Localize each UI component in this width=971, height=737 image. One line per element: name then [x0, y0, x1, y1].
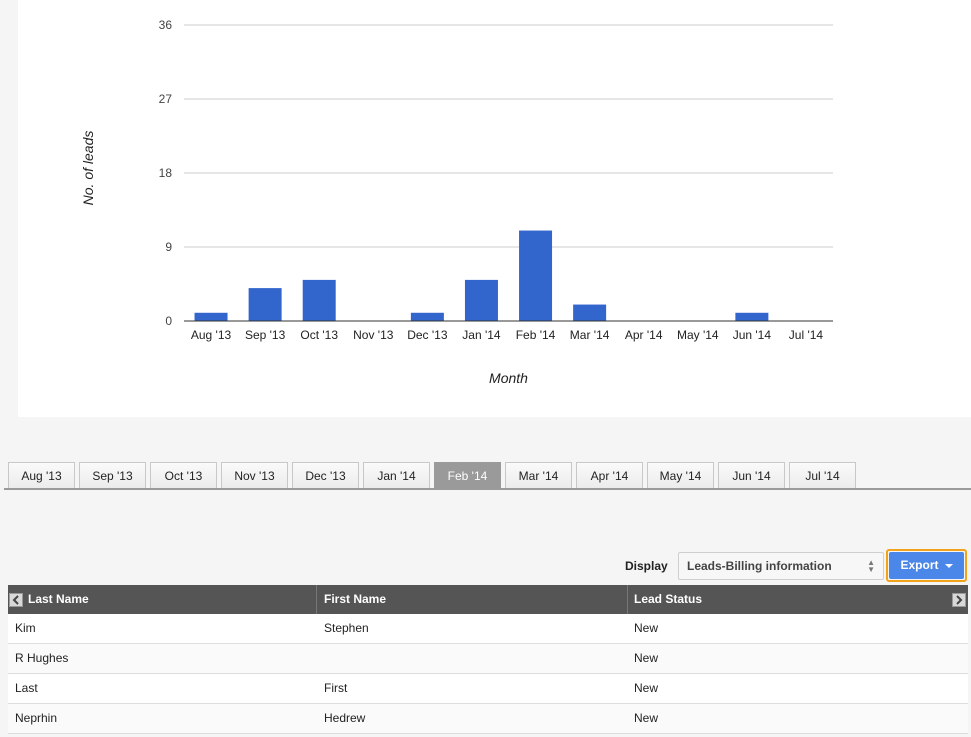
cell-lead-status: New — [634, 651, 659, 665]
leads-table: Last Name First Name Lead Status Kim Step… — [8, 585, 968, 734]
table-row[interactable]: R Hughes New — [8, 644, 968, 674]
display-label: Display — [625, 559, 668, 573]
export-button-focus-ring: Export — [886, 549, 967, 582]
bar[interactable] — [248, 288, 282, 321]
export-button-label: Export — [900, 558, 939, 572]
x-tick-label: Mar '14 — [570, 328, 610, 342]
leads-bar-chart: 0 9 18 27 36 Aug '13 Sep '13 Oct '13 Nov '13 Dec … — [80, 18, 833, 386]
tab-jun-14[interactable]: Jun '14 — [718, 462, 785, 488]
tab-dec-13[interactable]: Dec '13 — [292, 462, 359, 488]
x-tick-label: Jul '14 — [789, 328, 824, 342]
chart-panel: 0 9 18 27 36 Aug '13 Sep '13 Oct '13 Nov '13 Dec … — [18, 0, 971, 417]
x-tick-label: Sep '13 — [245, 328, 286, 342]
display-select[interactable]: Leads-Billing information ▲ ▼ — [678, 552, 884, 580]
cell-first-name: First — [324, 681, 348, 695]
y-tick-label: 9 — [165, 240, 172, 254]
column-header-lead-status[interactable]: Lead Status — [634, 592, 703, 606]
x-tick-label: Nov '13 — [353, 328, 394, 342]
cell-lead-status: New — [634, 681, 659, 695]
x-tick-label: Feb '14 — [516, 328, 556, 342]
y-tick-label: 0 — [165, 314, 172, 328]
tab-sep-13[interactable]: Sep '13 — [79, 462, 146, 488]
x-tick-label: Jun '14 — [733, 328, 772, 342]
bar[interactable] — [302, 279, 336, 321]
y-tick-label: 36 — [159, 18, 173, 32]
x-tick-label: Jan '14 — [462, 328, 501, 342]
table-header: Last Name First Name Lead Status — [8, 585, 968, 614]
tab-nov-13[interactable]: Nov '13 — [221, 462, 288, 488]
cell-first-name: Hedrew — [324, 711, 366, 725]
chevron-left-icon[interactable] — [9, 593, 23, 607]
cell-last-name: R Hughes — [15, 651, 69, 665]
cell-lead-status: New — [634, 711, 659, 725]
export-button[interactable]: Export — [889, 552, 964, 579]
tab-jan-14[interactable]: Jan '14 — [363, 462, 430, 488]
y-axis-title: No. of leads — [80, 131, 96, 206]
column-header-last-name[interactable]: Last Name — [22, 585, 317, 614]
tabs-divider — [4, 488, 971, 490]
cell-last-name: Kim — [15, 621, 36, 635]
cell-first-name: Stephen — [324, 621, 369, 635]
month-tabs: Aug '13 Sep '13 Oct '13 Nov '13 Dec '13 Jan '… — [0, 462, 971, 490]
x-tick-label: Apr '14 — [625, 328, 663, 342]
caret-down-icon — [944, 563, 953, 568]
x-axis-title: Month — [489, 370, 528, 386]
tab-apr-14[interactable]: Apr '14 — [576, 462, 643, 488]
table-row[interactable]: Last First New — [8, 674, 968, 704]
cell-lead-status: New — [634, 621, 659, 635]
tab-aug-13[interactable]: Aug '13 — [8, 462, 75, 488]
table-row[interactable]: Kim Stephen New — [8, 614, 968, 644]
bar[interactable] — [573, 304, 607, 321]
x-tick-label: May '14 — [677, 328, 719, 342]
bar[interactable] — [735, 312, 769, 321]
tab-jul-14[interactable]: Jul '14 — [789, 462, 856, 488]
tab-mar-14[interactable]: Mar '14 — [505, 462, 572, 488]
x-tick-label: Oct '13 — [300, 328, 338, 342]
y-tick-label: 27 — [159, 92, 173, 106]
bar[interactable] — [194, 312, 228, 321]
bar[interactable] — [464, 279, 498, 321]
cell-last-name: Neprhin — [15, 711, 58, 725]
tab-feb-14[interactable]: Feb '14 — [434, 462, 501, 488]
x-tick-label: Dec '13 — [407, 328, 448, 342]
tab-may-14[interactable]: May '14 — [647, 462, 714, 488]
x-tick-label: Aug '13 — [191, 328, 232, 342]
cell-last-name: Last — [15, 681, 38, 695]
y-tick-label: 18 — [159, 166, 173, 180]
bar[interactable] — [519, 230, 553, 321]
tab-oct-13[interactable]: Oct '13 — [150, 462, 217, 488]
table-row[interactable]: Neprhin Hedrew New — [8, 704, 968, 734]
updown-arrows-icon: ▲ ▼ — [867, 558, 875, 574]
display-select-value: Leads-Billing information — [687, 559, 832, 573]
column-header-first-name[interactable]: First Name — [318, 585, 628, 614]
table-body: Kim Stephen New R Hughes New Last First New Nepr… — [8, 614, 968, 734]
bar[interactable] — [410, 312, 444, 321]
chevron-right-icon[interactable] — [952, 593, 966, 607]
